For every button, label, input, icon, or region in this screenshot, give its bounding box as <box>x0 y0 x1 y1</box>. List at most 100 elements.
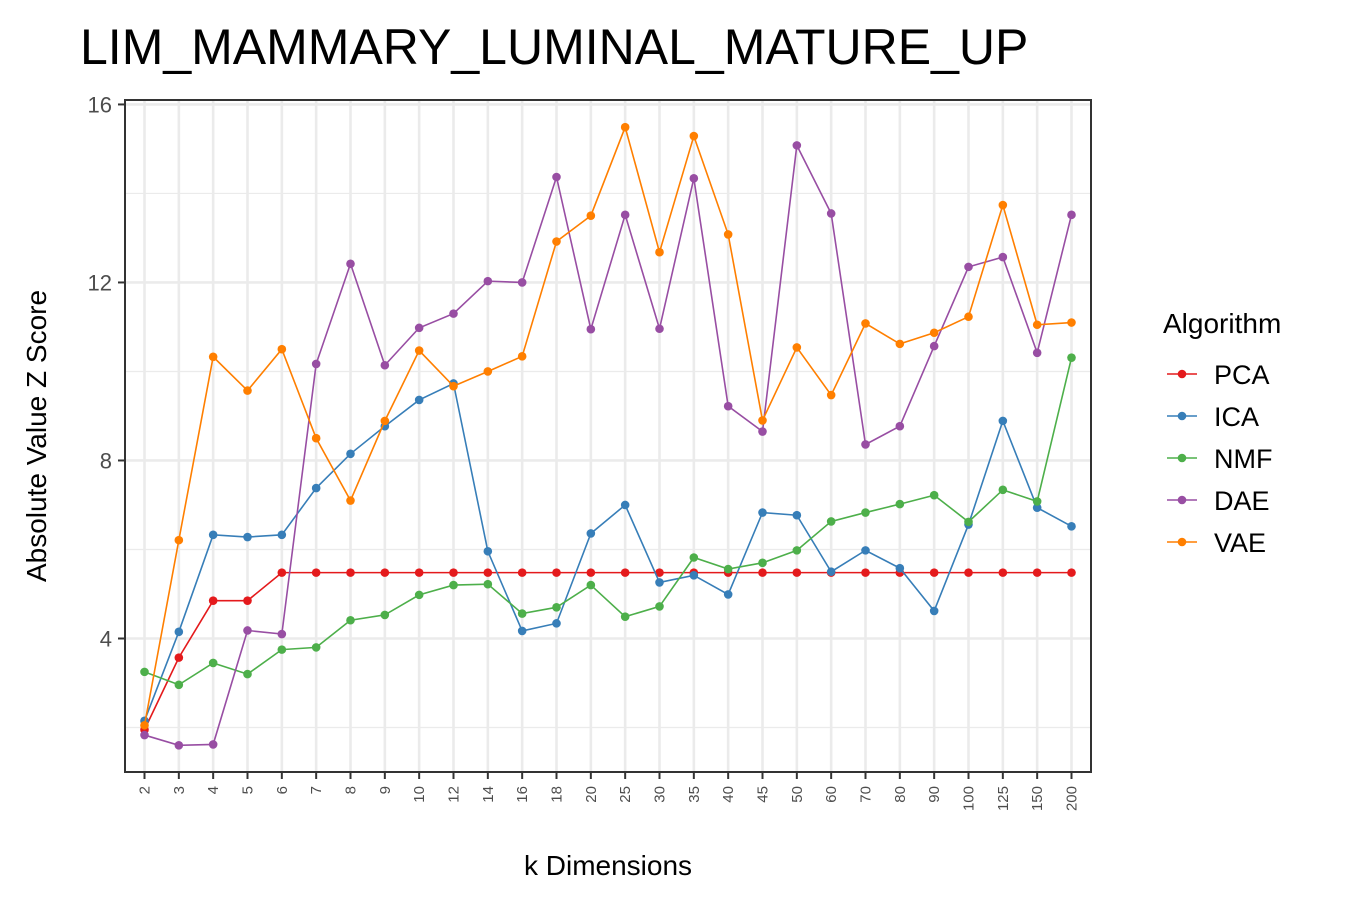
legend-key-point <box>1177 453 1187 463</box>
data-point-ica <box>208 530 218 540</box>
data-point-nmf <box>792 546 802 555</box>
data-point-ica <box>311 483 321 493</box>
data-point-dae <box>483 276 493 286</box>
data-point-dae <box>174 740 184 750</box>
data-point-nmf <box>895 499 905 509</box>
data-point-vae <box>620 122 630 132</box>
data-point-dae <box>929 341 939 351</box>
data-point-nmf <box>380 610 390 620</box>
data-point-ica <box>861 546 870 555</box>
data-point-nmf <box>620 612 630 621</box>
data-point-nmf <box>861 508 870 517</box>
x-tick-label: 18 <box>549 786 566 803</box>
data-point-dae <box>998 252 1008 262</box>
data-point-pca <box>174 653 184 662</box>
data-point-nmf <box>208 658 218 668</box>
data-point-vae <box>655 247 664 257</box>
x-tick-label: 35 <box>686 786 703 803</box>
data-point-ica <box>483 546 493 556</box>
data-point-vae <box>277 344 287 354</box>
data-point-pca <box>655 568 664 577</box>
y-tick-label: 4 <box>100 626 112 651</box>
x-tick-label: 6 <box>274 786 291 794</box>
data-point-nmf <box>998 485 1008 495</box>
plot-panel <box>124 99 1092 773</box>
data-point-ica <box>826 567 836 577</box>
data-point-ica <box>243 532 252 542</box>
data-point-dae <box>586 324 596 334</box>
data-point-vae <box>964 312 973 322</box>
data-point-pca <box>414 568 424 577</box>
data-point-pca <box>346 568 355 577</box>
data-point-nmf <box>174 680 184 690</box>
x-tick-label: 12 <box>446 786 463 803</box>
data-point-dae <box>243 626 252 635</box>
data-point-vae <box>483 367 493 376</box>
data-point-ica <box>758 508 767 517</box>
data-point-ica <box>723 590 733 599</box>
data-point-dae <box>655 324 664 334</box>
legend: Algorithm PCA ICA NMF DAE VAE <box>1163 308 1281 558</box>
x-tick-label: 16 <box>514 786 531 803</box>
x-tick-label: 20 <box>583 786 600 803</box>
data-point-vae <box>895 339 905 349</box>
data-point-dae <box>140 730 149 740</box>
data-point-vae <box>208 352 218 362</box>
data-point-vae <box>140 720 149 730</box>
data-point-ica <box>517 626 527 636</box>
data-point-nmf <box>311 643 321 652</box>
data-point-vae <box>380 416 390 426</box>
x-tick-label: 70 <box>858 786 875 803</box>
x-tick-label: 30 <box>652 786 669 803</box>
data-point-pca <box>277 568 287 577</box>
data-point-pca <box>483 568 493 577</box>
y-tick-label: 16 <box>88 92 112 117</box>
data-point-pca <box>998 568 1008 577</box>
data-point-vae <box>449 381 458 391</box>
data-point-pca <box>586 568 596 577</box>
data-point-dae <box>620 210 630 220</box>
data-point-ica <box>998 416 1008 426</box>
data-point-vae <box>414 346 424 355</box>
data-point-vae <box>998 200 1008 210</box>
data-point-ica <box>586 529 596 538</box>
data-point-ica <box>346 449 355 459</box>
legend-label: DAE <box>1214 486 1270 516</box>
data-point-dae <box>964 262 973 272</box>
data-point-vae <box>311 433 321 443</box>
data-point-nmf <box>929 490 939 500</box>
data-point-vae <box>861 319 870 328</box>
data-point-vae <box>758 416 767 425</box>
data-point-vae <box>586 211 596 221</box>
data-point-pca <box>861 568 870 577</box>
data-point-vae <box>826 390 836 400</box>
y-axis: 4 8 12 16 <box>88 92 125 651</box>
data-point-dae <box>826 209 836 218</box>
x-tick-label: 90 <box>926 786 943 803</box>
legend-key-point <box>1177 537 1187 547</box>
data-point-ica <box>174 627 184 637</box>
data-point-dae <box>689 174 699 183</box>
x-tick-label: 8 <box>343 786 360 794</box>
data-point-nmf <box>758 558 767 568</box>
data-point-dae <box>517 278 527 287</box>
x-tick-label: 10 <box>411 786 428 803</box>
data-point-dae <box>723 401 733 411</box>
legend-key-point <box>1177 495 1187 505</box>
legend-label: NMF <box>1214 444 1272 474</box>
data-point-dae <box>414 323 424 333</box>
x-tick-label: 60 <box>823 786 840 803</box>
data-point-pca <box>929 568 939 577</box>
data-point-vae <box>1032 320 1042 330</box>
grid-major <box>125 100 1091 772</box>
x-tick-label: 25 <box>617 786 634 803</box>
data-point-pca <box>1032 568 1042 577</box>
data-point-vae <box>723 230 733 239</box>
y-tick-label: 8 <box>100 448 112 473</box>
data-point-pca <box>311 568 321 577</box>
data-point-dae <box>792 141 802 150</box>
data-point-dae <box>346 259 355 269</box>
data-point-vae <box>517 352 527 361</box>
data-point-ica <box>689 570 699 580</box>
